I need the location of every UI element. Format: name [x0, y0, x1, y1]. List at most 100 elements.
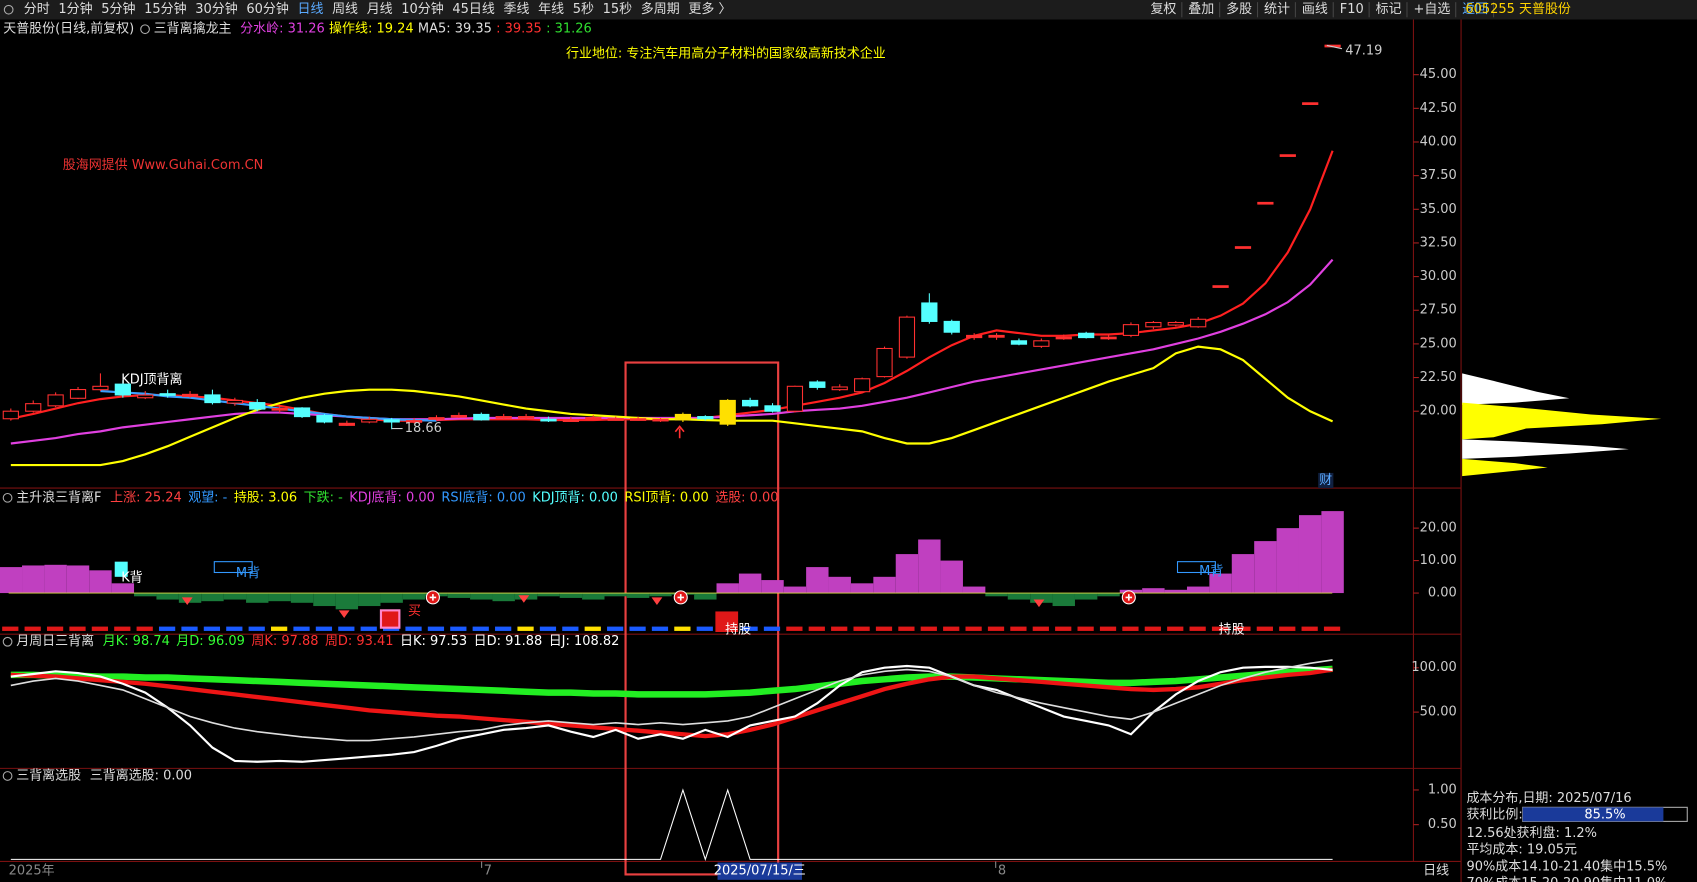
period-tab[interactable]: 1分钟 [58, 1, 92, 17]
candle-body [1145, 321, 1162, 328]
candle-body [1010, 340, 1028, 345]
candle-body [831, 386, 848, 391]
cost-info: 12.56处获利盘: 1.2% [1466, 825, 1596, 841]
legend-item: RSI底背: 0.00 [441, 489, 525, 505]
period-tab[interactable]: 月线 [367, 2, 393, 17]
buy-arrow [674, 425, 685, 439]
x-axis-label: 8 [998, 864, 1006, 879]
tool-button[interactable]: 画线 [1302, 2, 1328, 17]
period-tab[interactable]: 30分钟 [195, 1, 237, 17]
badge: 财 [1319, 473, 1332, 488]
period-tab[interactable]: 45日线 [452, 2, 494, 17]
candle-body [226, 399, 243, 404]
period-tab[interactable]: 日线 [297, 2, 323, 17]
histogram-bar [201, 593, 224, 602]
status-dash [1032, 626, 1049, 631]
status-dash [315, 626, 333, 631]
period-tab[interactable]: 5分钟 [101, 1, 135, 17]
candle-body [495, 416, 512, 419]
histogram-bar [89, 570, 112, 594]
histogram-bar [559, 593, 583, 598]
histogram-bar [492, 593, 515, 602]
cost-info: 90%成本14.10-21.40集中15.5% [1466, 858, 1667, 874]
histogram-bar [290, 593, 314, 603]
histogram-bar [582, 593, 605, 600]
y-tick-label: 32.50 [1420, 235, 1457, 250]
tool-button[interactable]: 多股 [1226, 1, 1252, 17]
cost-profile-yellow [1462, 402, 1662, 440]
period-tab[interactable]: 60分钟 [246, 1, 288, 17]
low-price: 18.66 [405, 421, 442, 436]
histogram-bar [44, 564, 67, 594]
y-tick-label: 10.00 [1420, 553, 1457, 568]
period-tab[interactable]: 周线 [332, 2, 358, 17]
signal-frame [213, 561, 253, 574]
period-tab[interactable]: 年线 [538, 2, 564, 17]
cost-info: 平均成本: 19.05元 [1466, 843, 1576, 858]
candle-body [966, 334, 983, 339]
period-tab[interactable]: 5秒 [573, 2, 594, 17]
candle-body [1055, 336, 1072, 340]
legend-item: 月K: 98.74 [103, 634, 170, 649]
period-tab[interactable]: 更多 〉 [688, 1, 731, 17]
candle-body [1212, 285, 1229, 288]
x-axis-label: 2025年 [9, 864, 55, 879]
status-dash [539, 626, 557, 631]
candle-body [181, 393, 199, 397]
histogram-bar [134, 593, 157, 597]
status-dash [1323, 626, 1341, 631]
candle-body [114, 383, 131, 396]
y-tick-label: 45.00 [1420, 67, 1457, 82]
period-tab[interactable]: 10分钟 [401, 1, 443, 17]
histogram-bar [694, 593, 717, 600]
candle-body [428, 417, 445, 420]
profit-label: 获利比例: [1466, 807, 1522, 822]
status-dash [1122, 626, 1139, 631]
period-tab[interactable]: 15秒 [603, 2, 633, 17]
tool-button[interactable]: 标记 [1376, 2, 1402, 17]
panel-icon [2, 771, 13, 781]
cost-date: 成本分布,日期: 2025/07/16 [1466, 791, 1631, 806]
period-tab[interactable]: 多周期 [641, 1, 680, 17]
candle-body [1234, 246, 1252, 249]
tool-button[interactable]: 返回 [1462, 2, 1488, 17]
signal-plus-cross [677, 594, 684, 601]
legend-item: 下跌: - [304, 489, 343, 505]
period-tab[interactable]: 分时 [24, 2, 50, 17]
tool-button[interactable]: F10 [1340, 2, 1364, 17]
legend-item: 上涨: 25.24 [110, 490, 182, 505]
histogram-bar [716, 583, 739, 594]
x-axis-label: 7 [484, 864, 492, 879]
candle-body [1122, 324, 1140, 336]
histogram-bar [873, 576, 896, 594]
histogram-bar [783, 586, 807, 594]
candle-body [719, 399, 736, 425]
y-tick-label: 0.50 [1428, 817, 1457, 832]
cost-info: 70%成本15.20-20.90集中11.0% [1466, 875, 1667, 882]
histogram-bar [313, 593, 336, 607]
period-tab[interactable]: 15分钟 [144, 1, 186, 17]
histogram-bar [156, 593, 179, 600]
status-dash [1256, 626, 1273, 631]
tool-button[interactable]: 统计 [1264, 2, 1290, 17]
legend-item: KDJ顶背: 0.00 [532, 490, 618, 505]
histogram-bar [985, 593, 1008, 597]
histogram-bar [0, 567, 23, 594]
histogram-bar [1007, 593, 1031, 600]
status-dash [763, 626, 781, 631]
tool-button[interactable]: 叠加 [1188, 2, 1214, 17]
status-dash [1234, 626, 1251, 631]
y-tick-label: 40.00 [1420, 134, 1457, 149]
candle-body [316, 414, 333, 423]
cost-profile-yellow [1462, 458, 1548, 477]
signal-label: M背 [1199, 564, 1223, 579]
tool-button[interactable]: 复权 [1150, 1, 1176, 17]
legend-item: 日J: 108.82 [549, 634, 620, 649]
status-dash [1144, 626, 1161, 631]
period-tab[interactable]: 季线 [504, 2, 530, 17]
tool-button[interactable]: +自选 [1413, 2, 1450, 17]
candle-body [69, 388, 87, 399]
histogram-bar [537, 593, 560, 597]
signal-line [10, 788, 1333, 862]
